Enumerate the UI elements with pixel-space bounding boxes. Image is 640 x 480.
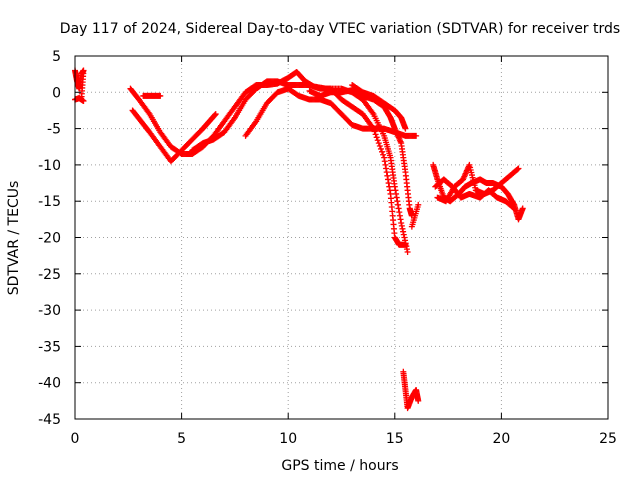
data-points <box>72 67 526 412</box>
data-point <box>375 140 382 147</box>
x-tick-label: 0 <box>71 431 80 447</box>
y-tick-label: 5 <box>52 49 61 65</box>
y-tick-label: 0 <box>52 85 61 101</box>
data-point <box>511 205 518 212</box>
data-point <box>374 137 381 144</box>
y-tick-label: -10 <box>38 158 61 174</box>
data-point <box>519 205 526 212</box>
data-point <box>515 165 522 172</box>
series-track-d <box>129 107 219 165</box>
data-point <box>413 132 420 139</box>
x-tick-label: 25 <box>599 431 617 447</box>
y-tick-label: -40 <box>38 376 61 392</box>
data-point <box>415 397 422 404</box>
series-track-n <box>432 176 518 212</box>
data-point <box>379 148 386 155</box>
y-tick-label: -35 <box>38 339 61 355</box>
x-tick-label: 15 <box>386 431 404 447</box>
series-track-a <box>72 67 87 103</box>
data-point <box>212 111 219 118</box>
series-track-j <box>400 368 422 412</box>
y-tick-label: -30 <box>38 303 61 319</box>
x-tick-label: 20 <box>492 431 510 447</box>
data-point <box>402 125 409 132</box>
data-point <box>510 204 517 211</box>
x-axis-label: GPS time / hours <box>281 458 398 474</box>
series-track-g <box>242 85 420 139</box>
y-tick-label: -5 <box>47 122 61 138</box>
series-track-b <box>72 95 87 105</box>
x-tick-label: 10 <box>279 431 297 447</box>
series-track-e <box>140 92 164 99</box>
data-point <box>402 241 409 248</box>
y-tick-label: -20 <box>38 231 61 247</box>
data-point <box>404 249 411 256</box>
data-point <box>415 201 422 208</box>
data-point <box>377 145 384 152</box>
axis-ticks: 0 5 10 15 20 25 5 0 -5 -10 -15 -20 -25 -30 -35 -40 -45 <box>38 49 617 447</box>
grid <box>75 56 608 419</box>
y-tick-label: -25 <box>38 267 61 283</box>
data-point <box>376 143 383 150</box>
series-track-k <box>408 201 422 230</box>
y-tick-label: -15 <box>38 194 61 210</box>
plot-frame <box>74 55 609 420</box>
y-tick-label: -45 <box>38 412 61 428</box>
y-axis-label: SDTVAR / TECUs <box>6 181 22 296</box>
series-track-i <box>349 82 409 132</box>
data-point <box>380 151 387 158</box>
data-point <box>157 92 164 99</box>
chart-title: Day 117 of 2024, Sidereal Day-to-day VTE… <box>60 21 620 37</box>
data-point <box>373 134 380 141</box>
data-point <box>80 98 87 105</box>
data-point <box>514 166 521 173</box>
series-track-h <box>306 87 415 219</box>
x-tick-label: 5 <box>177 431 186 447</box>
data-point <box>372 131 379 138</box>
